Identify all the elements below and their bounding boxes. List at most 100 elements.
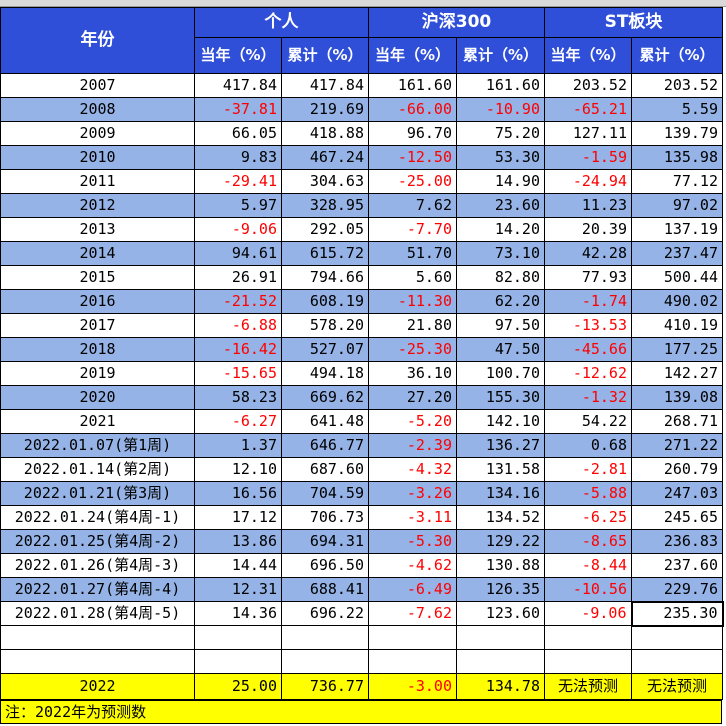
sub-header[interactable]: 累计（%） (281, 37, 369, 74)
value-cell[interactable]: -9.06 (194, 217, 282, 242)
sub-header[interactable]: 累计（%） (631, 37, 723, 74)
value-cell[interactable]: 161.60 (368, 73, 457, 98)
value-cell[interactable]: -66.00 (368, 97, 457, 122)
value-cell[interactable]: 410.19 (631, 313, 723, 338)
value-cell[interactable]: 142.10 (456, 409, 545, 434)
value-cell[interactable]: 136.27 (456, 433, 545, 458)
value-cell[interactable]: -7.62 (368, 601, 457, 626)
forecast-value-cell[interactable]: 25.00 (194, 673, 282, 700)
year-cell[interactable]: 2009 (0, 121, 195, 146)
group-header-hs300[interactable]: 沪深300 (368, 7, 545, 38)
value-cell[interactable]: 494.18 (281, 361, 369, 386)
year-cell[interactable]: 2022.01.24(第4周-1) (0, 505, 195, 530)
forecast-value-cell[interactable]: 736.77 (281, 673, 369, 700)
value-cell[interactable]: 96.70 (368, 121, 457, 146)
value-cell[interactable]: 14.90 (456, 169, 545, 194)
forecast-value-cell[interactable]: 134.78 (456, 673, 545, 700)
value-cell[interactable]: -8.65 (544, 529, 632, 554)
value-cell[interactable]: 12.10 (194, 457, 282, 482)
value-cell[interactable]: -12.50 (368, 145, 457, 170)
value-cell[interactable]: 27.20 (368, 385, 457, 410)
value-cell[interactable]: 11.23 (544, 193, 632, 218)
value-cell[interactable]: 237.47 (631, 241, 723, 266)
sub-header[interactable]: 当年（%） (544, 37, 632, 74)
value-cell[interactable]: -13.53 (544, 313, 632, 338)
value-cell[interactable]: -45.66 (544, 337, 632, 362)
year-cell[interactable]: 2022.01.28(第4周-5) (0, 601, 195, 626)
value-cell[interactable]: 139.08 (631, 385, 723, 410)
year-cell[interactable]: 2008 (0, 97, 195, 122)
value-cell[interactable]: 687.60 (281, 457, 369, 482)
value-cell[interactable]: 142.27 (631, 361, 723, 386)
value-cell[interactable]: 247.03 (631, 481, 723, 506)
value-cell[interactable]: 53.30 (456, 145, 545, 170)
value-cell[interactable]: 417.84 (281, 73, 369, 98)
value-cell[interactable]: 229.76 (631, 577, 723, 602)
value-cell[interactable]: 5.60 (368, 265, 457, 290)
value-cell[interactable]: 134.16 (456, 481, 545, 506)
year-cell[interactable]: 2010 (0, 145, 195, 170)
value-cell[interactable]: 5.59 (631, 97, 723, 122)
cell[interactable] (456, 649, 545, 674)
cell[interactable] (368, 649, 457, 674)
value-cell[interactable]: 417.84 (194, 73, 282, 98)
value-cell[interactable]: -25.30 (368, 337, 457, 362)
value-cell[interactable]: -5.20 (368, 409, 457, 434)
value-cell[interactable]: 155.30 (456, 385, 545, 410)
value-cell[interactable]: -6.49 (368, 577, 457, 602)
value-cell[interactable]: -4.62 (368, 553, 457, 578)
value-cell[interactable]: -4.32 (368, 457, 457, 482)
cell[interactable] (0, 625, 195, 650)
value-cell[interactable]: -1.32 (544, 385, 632, 410)
value-cell[interactable]: -11.30 (368, 289, 457, 314)
cell[interactable] (281, 625, 369, 650)
value-cell[interactable]: 245.65 (631, 505, 723, 530)
year-cell[interactable]: 2022.01.07(第1周) (0, 433, 195, 458)
value-cell[interactable]: -2.81 (544, 457, 632, 482)
group-header-personal[interactable]: 个人 (194, 7, 369, 38)
forecast-value-cell[interactable]: -3.00 (368, 673, 457, 700)
value-cell[interactable]: 42.28 (544, 241, 632, 266)
value-cell[interactable]: -1.74 (544, 289, 632, 314)
value-cell[interactable]: -37.81 (194, 97, 282, 122)
year-cell[interactable]: 2013 (0, 217, 195, 242)
value-cell[interactable]: 126.35 (456, 577, 545, 602)
value-cell[interactable]: 77.93 (544, 265, 632, 290)
value-cell[interactable]: -2.39 (368, 433, 457, 458)
cell[interactable] (0, 649, 195, 674)
value-cell[interactable]: -16.42 (194, 337, 282, 362)
sub-header[interactable]: 当年（%） (368, 37, 457, 74)
value-cell[interactable]: 17.12 (194, 505, 282, 530)
value-cell[interactable]: -5.88 (544, 481, 632, 506)
year-cell[interactable]: 2022.01.25(第4周-2) (0, 529, 195, 554)
value-cell[interactable]: 139.79 (631, 121, 723, 146)
value-cell[interactable]: 235.30 (630, 600, 724, 627)
value-cell[interactable]: 54.22 (544, 409, 632, 434)
year-cell[interactable]: 2020 (0, 385, 195, 410)
value-cell[interactable]: 490.02 (631, 289, 723, 314)
value-cell[interactable]: 14.44 (194, 553, 282, 578)
value-cell[interactable]: 77.12 (631, 169, 723, 194)
value-cell[interactable]: 97.50 (456, 313, 545, 338)
value-cell[interactable]: 123.60 (456, 601, 545, 626)
value-cell[interactable]: 304.63 (281, 169, 369, 194)
value-cell[interactable]: 62.20 (456, 289, 545, 314)
year-header[interactable]: 年份 (0, 7, 195, 74)
value-cell[interactable]: 418.88 (281, 121, 369, 146)
value-cell[interactable]: 5.97 (194, 193, 282, 218)
year-cell[interactable]: 2022.01.14(第2周) (0, 457, 195, 482)
year-cell[interactable]: 2011 (0, 169, 195, 194)
value-cell[interactable]: 137.19 (631, 217, 723, 242)
value-cell[interactable]: 704.59 (281, 481, 369, 506)
value-cell[interactable]: 7.62 (368, 193, 457, 218)
value-cell[interactable]: -8.44 (544, 553, 632, 578)
value-cell[interactable]: 127.11 (544, 121, 632, 146)
value-cell[interactable]: -6.25 (544, 505, 632, 530)
value-cell[interactable]: -3.11 (368, 505, 457, 530)
value-cell[interactable]: -29.41 (194, 169, 282, 194)
value-cell[interactable]: -65.21 (544, 97, 632, 122)
value-cell[interactable]: 97.02 (631, 193, 723, 218)
value-cell[interactable]: 130.88 (456, 553, 545, 578)
value-cell[interactable]: 237.60 (631, 553, 723, 578)
year-cell[interactable]: 2022.01.21(第3周) (0, 481, 195, 506)
